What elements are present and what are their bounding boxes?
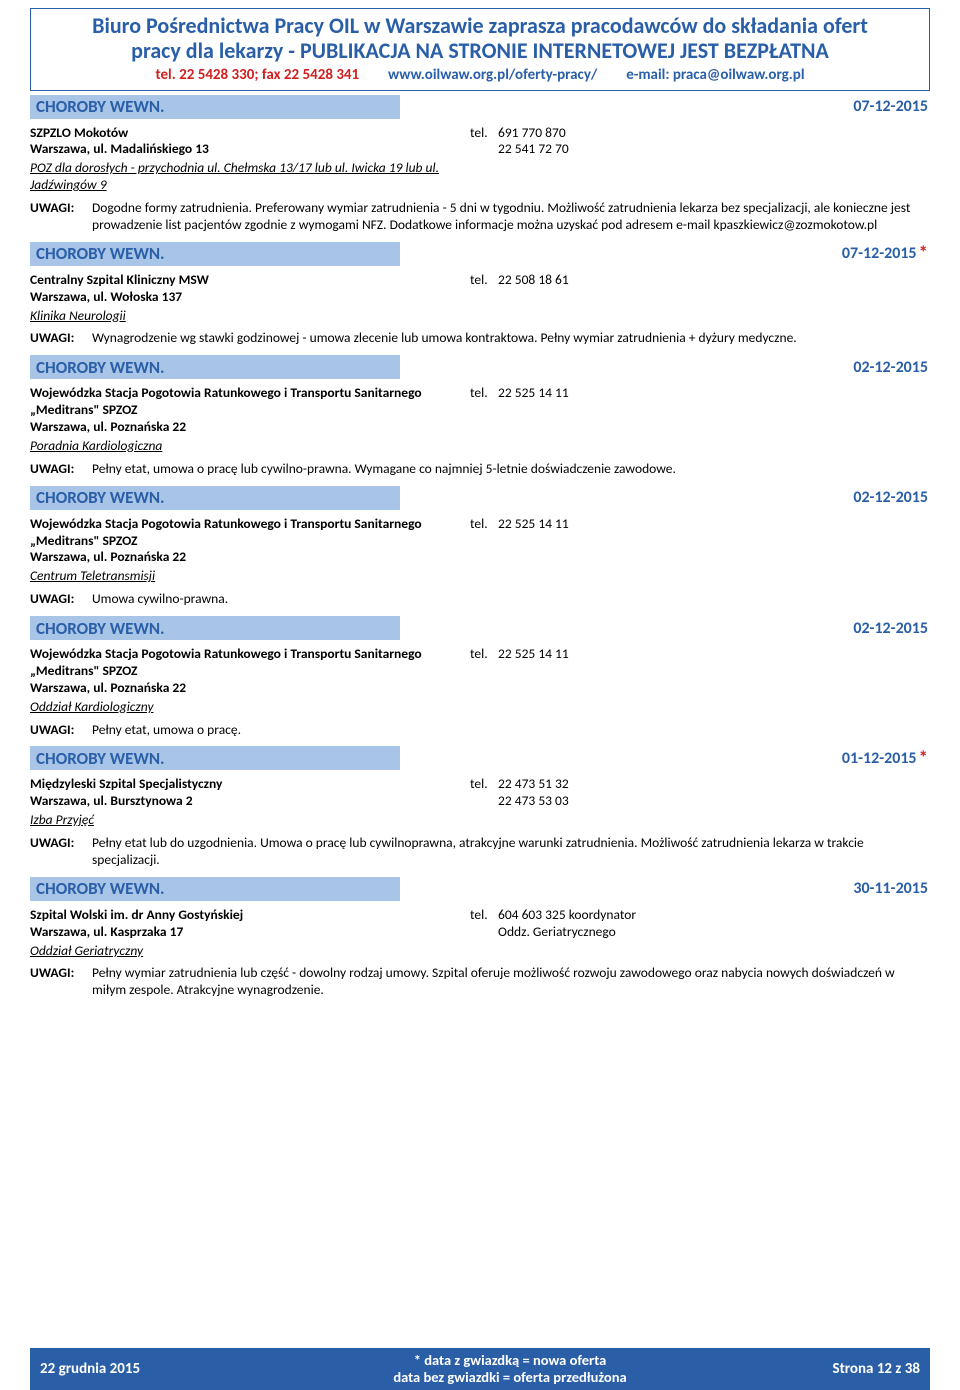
title-line-2: pracy dla lekarzy - PUBLIKACJA NA STRONI… [37, 38, 923, 63]
offer-item: CHOROBY WEWN. 07-12-2015 SZPZLO MokotówWar… [30, 95, 930, 240]
star-icon: * [919, 747, 928, 770]
offer-date: 02-12-2015 [853, 355, 930, 379]
header-tel: tel. 22 5428 330; fax 22 5428 341 [155, 66, 359, 84]
employer-address: Warszawa, ul. Madalińskiego 13 [30, 141, 470, 158]
title-line-1: Biuro Pośrednictwa Pracy OIL w Warszawie… [92, 12, 868, 39]
employer-name: Wojewódzka Stacja Pogotowia Ratunkowego … [30, 646, 470, 680]
tel-line: tel.604 603 325 koordynator [470, 907, 636, 924]
offer-item: CHOROBY WEWN. 02-12-2015 Wojewódzka Stacja… [30, 486, 930, 614]
offers-list: CHOROBY WEWN.07-12-2015SZPZLO MokotówWar… [30, 95, 930, 1006]
department: Centrum Teletransmisji [30, 568, 470, 585]
uwagi-label: UWAGI: [30, 722, 92, 739]
tel-line: tel.22 473 51 32 [470, 776, 569, 793]
tel-line: tel.22 508 18 61 [470, 272, 569, 289]
offer-item: CHOROBY WEWN. 02-12-2015 Wojewódzka Stacja… [30, 355, 930, 483]
offer-item: CHOROBY WEWN. 02-12-2015 Wojewódzka Stacja… [30, 616, 930, 744]
department: POZ dla dorosłych - przychodnia ul. Cheł… [30, 160, 470, 194]
uwagi-text: Dogodne formy zatrudnienia. Preferowany … [92, 200, 930, 234]
footer-legend: * data z gwiazdką = nowa oferta data bez… [290, 1352, 730, 1387]
page-footer: 22 grudnia 2015 * data z gwiazdką = nowa… [0, 1348, 960, 1390]
department: Oddział Kardiologiczny [30, 699, 470, 716]
offer-date: 01-12-2015* [842, 746, 930, 770]
header-contact: tel. 22 5428 330; fax 22 5428 341 www.oi… [37, 66, 923, 84]
employer-address: Warszawa, ul. Bursztynowa 2 [30, 793, 470, 810]
uwagi-text: Pełny etat lub do uzgodnienia. Umowa o p… [92, 835, 930, 869]
tel-line-2: 22 541 72 70 [470, 141, 569, 158]
footer-page-num: Strona 12 z 38 [730, 1360, 930, 1378]
offer-item: CHOROBY WEWN. 07-12-2015* Centralny Szpita… [30, 242, 930, 354]
employer-name: Międzyleski Szpital Specjalistyczny [30, 776, 470, 793]
uwagi-label: UWAGI: [30, 591, 92, 608]
employer-name: SZPZLO Mokotów [30, 125, 470, 142]
employer-address: Warszawa, ul. Kasprzaka 17 [30, 924, 470, 941]
uwagi-label: UWAGI: [30, 200, 92, 234]
tel-line: tel.22 525 14 11 [470, 516, 569, 533]
header-url: www.oilwaw.org.pl/oferty-pracy/ [388, 66, 597, 84]
header-email: e-mail: praca@oilwaw.org.pl [626, 66, 804, 84]
footer-legend-2: data bez gwiazdki = oferta przedłużona [290, 1369, 730, 1386]
tel-line-2: Oddz. Geriatrycznego [470, 924, 636, 941]
uwagi-label: UWAGI: [30, 330, 92, 347]
uwagi-text: Pełny etat, umowa o pracę. [92, 722, 930, 739]
header-title: Biuro Pośrednictwa Pracy OIL w Warszawie… [37, 13, 923, 64]
offer-date: 07-12-2015* [842, 242, 930, 266]
employer-address: Warszawa, ul. Poznańska 22 [30, 419, 470, 436]
tel-line-2: 22 473 53 03 [470, 793, 569, 810]
employer-name: Wojewódzka Stacja Pogotowia Ratunkowego … [30, 516, 470, 550]
category-label: CHOROBY WEWN. [30, 616, 400, 640]
employer-address: Warszawa, ul. Poznańska 22 [30, 680, 470, 697]
page-header: Biuro Pośrednictwa Pracy OIL w Warszawie… [30, 8, 930, 91]
offer-item: CHOROBY WEWN. 01-12-2015* Międzyleski Szpi… [30, 746, 930, 874]
offer-item: CHOROBY WEWN. 30-11-2015 Szpital Wolski im… [30, 877, 930, 1005]
uwagi-text: Umowa cywilno-prawna. [92, 591, 930, 608]
uwagi-text: Pełny wymiar zatrudnienia lub część - do… [92, 965, 930, 999]
uwagi-text: Pełny etat, umowa o pracę lub cywilno-pr… [92, 461, 930, 478]
category-label: CHOROBY WEWN. [30, 746, 400, 770]
offer-date: 02-12-2015 [853, 486, 930, 510]
department: Izba Przyjęć [30, 812, 470, 829]
employer-address: Warszawa, ul. Poznańska 22 [30, 549, 470, 566]
category-label: CHOROBY WEWN. [30, 486, 400, 510]
uwagi-label: UWAGI: [30, 965, 92, 999]
department: Oddział Geriatryczny [30, 943, 470, 960]
category-label: CHOROBY WEWN. [30, 877, 400, 901]
tel-line: tel.22 525 14 11 [470, 385, 569, 402]
footer-date: 22 grudnia 2015 [30, 1360, 290, 1378]
employer-address: Warszawa, ul. Wołoska 137 [30, 289, 470, 306]
uwagi-label: UWAGI: [30, 835, 92, 869]
offer-date: 07-12-2015 [853, 95, 930, 119]
employer-name: Wojewódzka Stacja Pogotowia Ratunkowego … [30, 385, 470, 419]
category-label: CHOROBY WEWN. [30, 355, 400, 379]
employer-name: Szpital Wolski im. dr Anny Gostyńskiej [30, 907, 470, 924]
employer-name: Centralny Szpital Kliniczny MSW [30, 272, 470, 289]
tel-line: tel.22 525 14 11 [470, 646, 569, 663]
department: Poradnia Kardiologiczna [30, 438, 470, 455]
offer-date: 02-12-2015 [853, 616, 930, 640]
department: Klinika Neurologii [30, 308, 470, 325]
uwagi-label: UWAGI: [30, 461, 92, 478]
footer-legend-1: * data z gwiazdką = nowa oferta [290, 1352, 730, 1369]
tel-line: tel.691 770 870 [470, 125, 569, 142]
uwagi-text: Wynagrodzenie wg stawki godzinowej - umo… [92, 330, 930, 347]
category-label: CHOROBY WEWN. [30, 242, 400, 266]
category-label: CHOROBY WEWN. [30, 95, 400, 119]
star-icon: * [919, 242, 928, 265]
offer-date: 30-11-2015 [853, 877, 930, 901]
